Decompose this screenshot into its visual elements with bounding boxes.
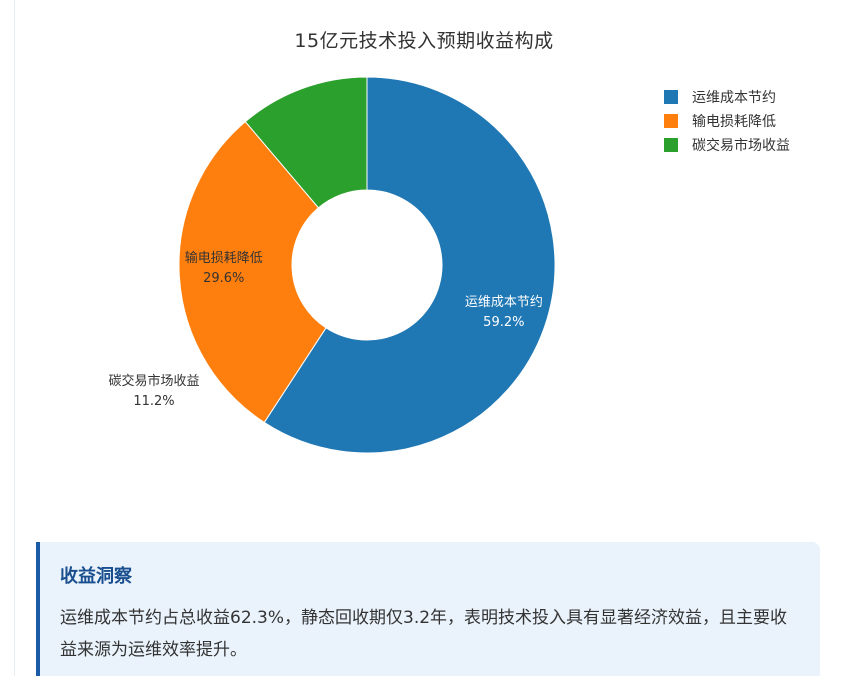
left-panel-edge: [0, 0, 15, 676]
legend-swatch-2: [664, 114, 678, 128]
insight-text: 运维成本节约占总收益62.3%，静态回收期仅3.2年，表明技术投入具有显著经济效…: [60, 608, 788, 660]
slice-label-3: 碳交易市场收益: [108, 373, 199, 389]
legend-label-2: 输电损耗降低: [692, 114, 776, 130]
chart-legend: 运维成本节约 输电损耗降低 碳交易市场收益: [664, 86, 790, 158]
insight-title: 收益洞察: [60, 566, 132, 587]
legend-label-3: 碳交易市场收益: [692, 138, 790, 154]
legend-swatch-1: [664, 90, 678, 104]
legend-item-3[interactable]: 碳交易市场收益: [664, 134, 790, 156]
donut-slice-1[interactable]: [263, 76, 556, 454]
slice-label-1: 运维成本节约: [465, 295, 543, 310]
slice-value-label-3: 11.2%: [133, 394, 174, 409]
donut-chart: 运维成本节约 59.2% 输电损耗降低 29.6% 碳交易市场收益 11.2%: [108, 76, 556, 454]
chart-title: 15亿元技术投入预期收益构成: [294, 30, 554, 52]
legend-item-2[interactable]: 输电损耗降低: [664, 110, 790, 132]
slice-value-label-1: 59.2%: [483, 315, 524, 330]
legend-swatch-3: [664, 138, 678, 152]
legend-label-1: 运维成本节约: [692, 90, 776, 106]
slice-value-label-2: 29.6%: [203, 271, 244, 286]
slice-label-2: 输电损耗降低: [185, 250, 263, 266]
donut-slice-2[interactable]: [178, 120, 327, 424]
legend-item-1[interactable]: 运维成本节约: [664, 86, 790, 108]
donut-slice-3[interactable]: [244, 76, 368, 209]
insight-card: 收益洞察 运维成本节约占总收益62.3%，静态回收期仅3.2年，表明技术投入具有…: [36, 542, 820, 676]
